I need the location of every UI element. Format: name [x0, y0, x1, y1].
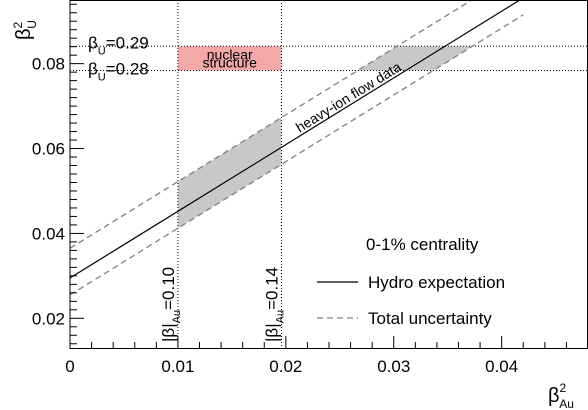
legend-label-1: Total uncertainty — [368, 309, 492, 328]
band-vertical — [177, 117, 282, 229]
y-tick-label-0: 0.02 — [32, 309, 65, 328]
y-tick-label-3: 0.08 — [32, 55, 65, 74]
legend-label-0: Hydro expectation — [368, 273, 505, 292]
plot-frame — [69, 0, 588, 349]
y-axis-title: β2U — [11, 20, 39, 40]
beta-u-0.29-label: βU=0.29 — [88, 33, 149, 57]
x-tick-label-3: 0.03 — [377, 357, 410, 376]
beta-u-0.28-label: βU=0.28 — [88, 59, 149, 83]
beta-au-0.14-label: |β|Au=0.14 — [263, 267, 287, 342]
x-tick-label-0: 0 — [65, 357, 74, 376]
beta-au-0.10-label-text: |β|Au=0.10 — [159, 267, 183, 342]
series-line-2 — [70, 14, 524, 296]
x-tick-label-2: 0.02 — [269, 357, 302, 376]
x-tick-label-1: 0.01 — [161, 357, 194, 376]
x-axis-title: β2 Au — [548, 381, 574, 410]
series-line-0 — [70, 0, 521, 279]
band-horizontal — [357, 46, 473, 71]
series-line-1 — [70, 0, 473, 249]
nuclear-structure-label-line-2: structure — [202, 54, 257, 70]
x-tick-label-4: 0.04 — [485, 357, 518, 376]
y-axis-title-text: β2U — [11, 20, 39, 40]
nuclear-structure-box — [177, 46, 282, 71]
beta-au-0.14-label-text: |β|Au=0.14 — [263, 267, 287, 342]
y-tick-label-1: 0.04 — [32, 224, 65, 243]
legend-title: 0-1% centrality — [366, 235, 479, 254]
y-tick-label-2: 0.06 — [32, 140, 65, 159]
beta-au-0.10-label: |β|Au=0.10 — [159, 267, 183, 342]
flow-data-label: heavy-ion flow data — [293, 58, 404, 135]
nuclear-structure-label-line-1: nuclear — [207, 46, 253, 62]
